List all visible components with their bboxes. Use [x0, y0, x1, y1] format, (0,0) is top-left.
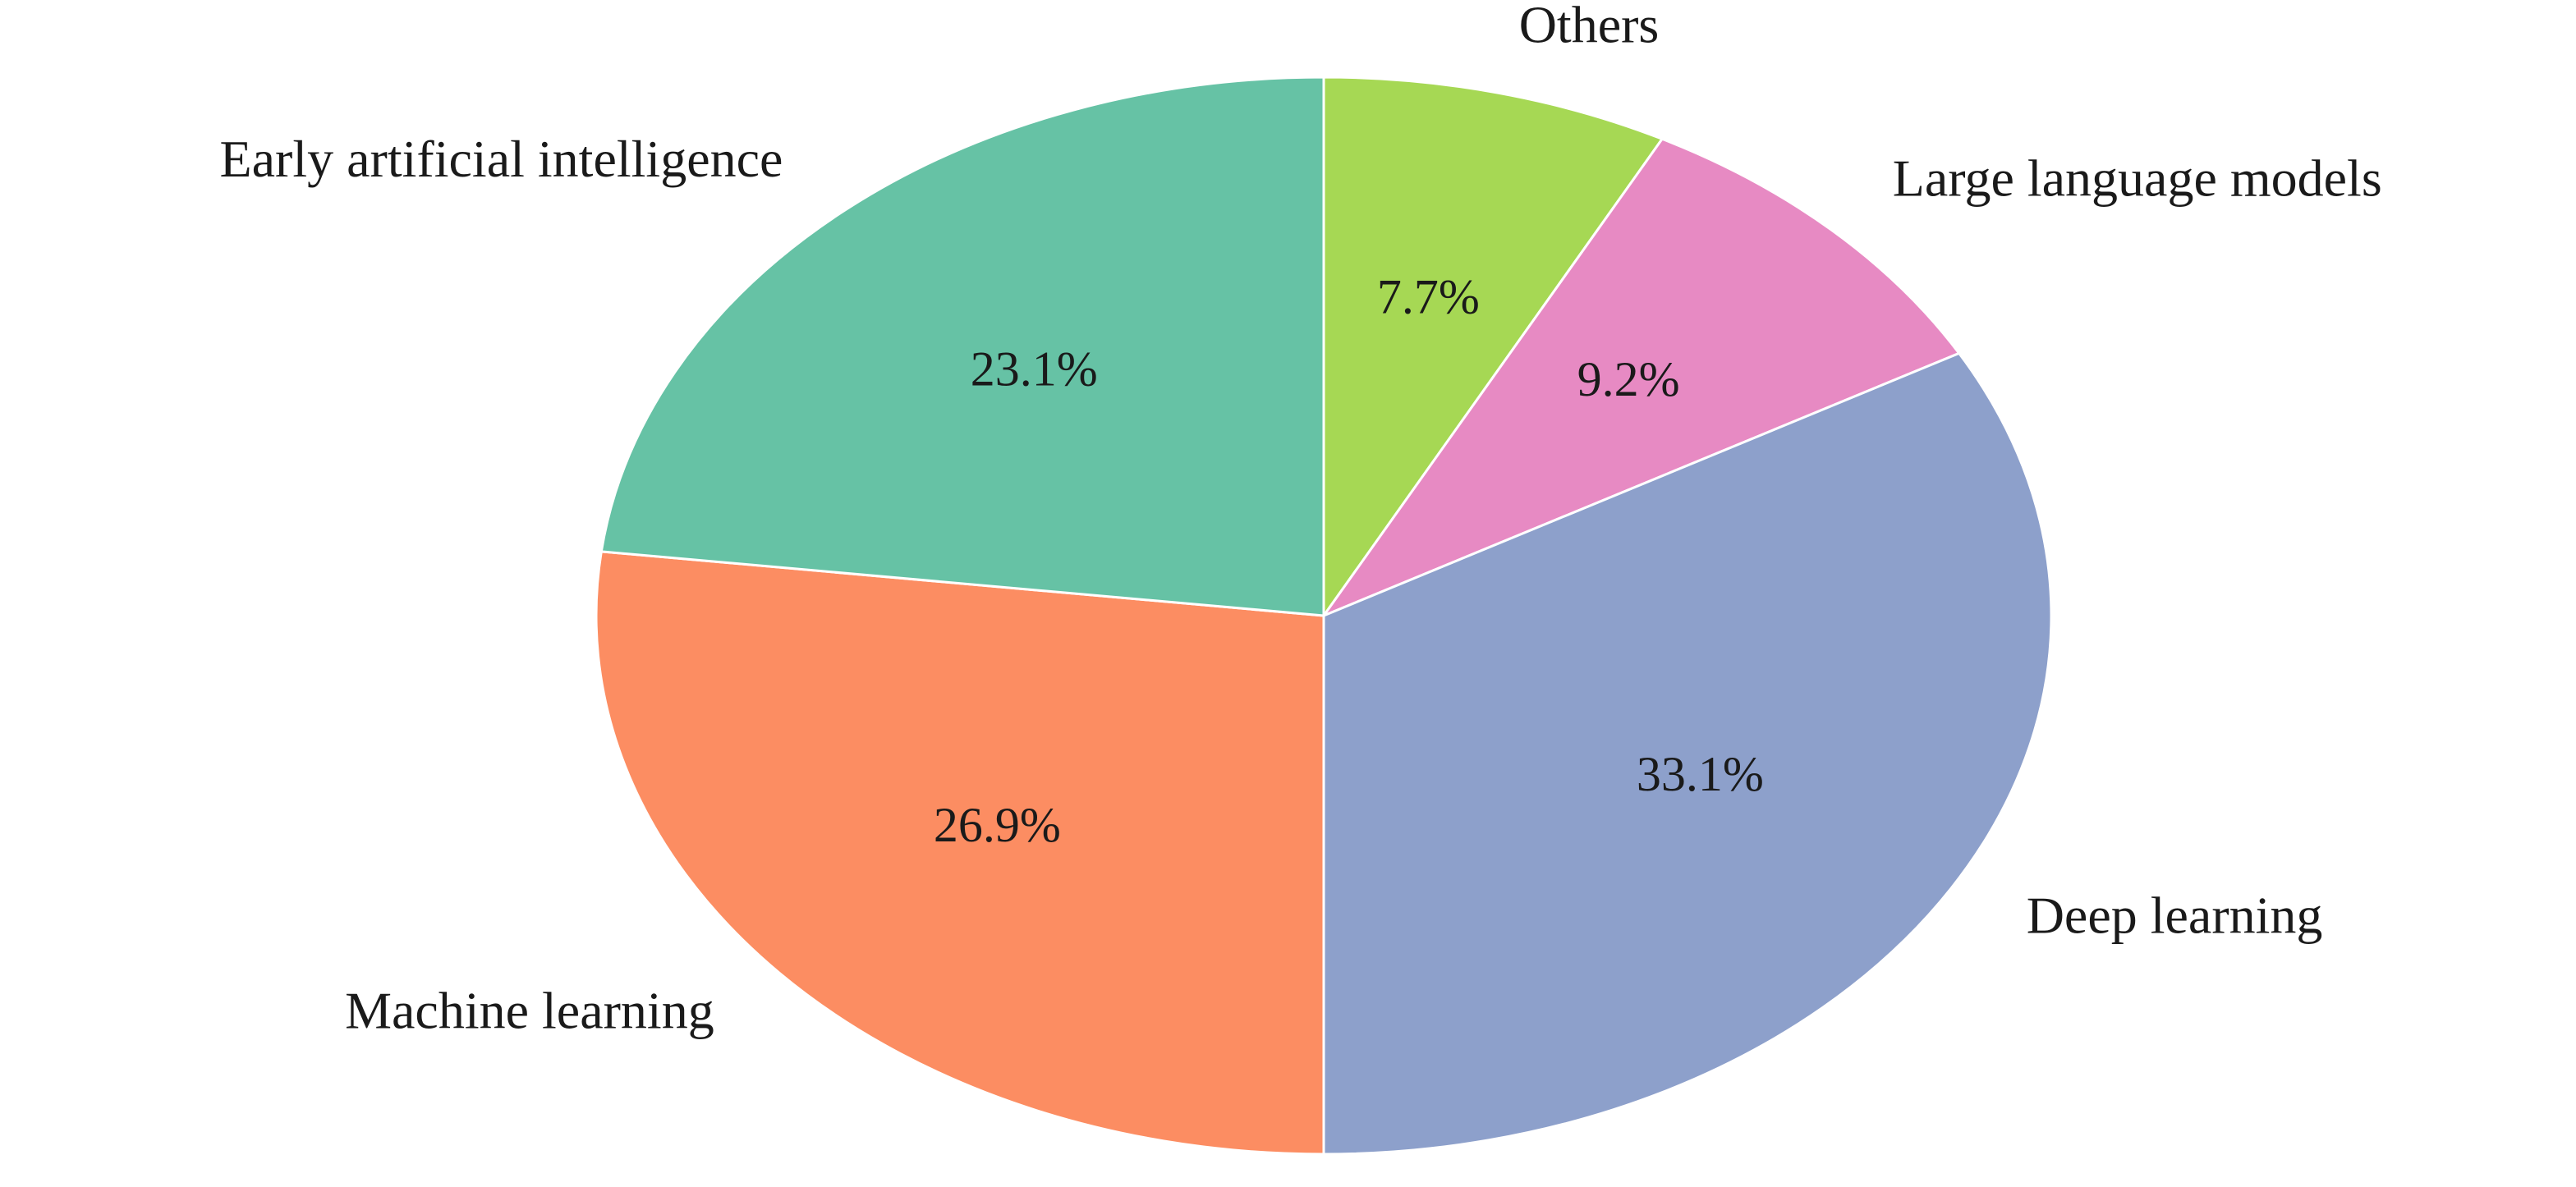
pie-slice-category-label-2: Deep learning — [2027, 887, 2323, 945]
pie-slice-pct-label-0: 7.7% — [1377, 270, 1480, 324]
pie-slice-pct-label-1: 9.2% — [1577, 352, 1680, 406]
pie-slice-pct-label-2: 33.1% — [1637, 747, 1764, 801]
pie-slice-pct-label-4: 23.1% — [971, 341, 1098, 396]
pie-slice-0 — [1322, 76, 1665, 620]
pie-slice-category-label-3: Machine learning — [345, 981, 714, 1039]
labels-layer: 7.7% Others 9.2% Large language models 33.1%… — [220, 0, 2382, 1039]
pie-slice-1 — [1320, 137, 1962, 619]
slices-layer — [595, 76, 2053, 1156]
pie-slice-category-label-1: Large language models — [1893, 149, 2382, 208]
pie-slice-4 — [599, 76, 1325, 617]
pie-slice-2 — [1322, 351, 2053, 1156]
pie-slice-category-label-0: Others — [1519, 0, 1660, 53]
pie-slice-pct-label-3: 26.9% — [934, 798, 1061, 852]
pie-slice-3 — [595, 550, 1325, 1156]
pie-slice-category-label-4: Early artificial intelligence — [220, 130, 783, 188]
